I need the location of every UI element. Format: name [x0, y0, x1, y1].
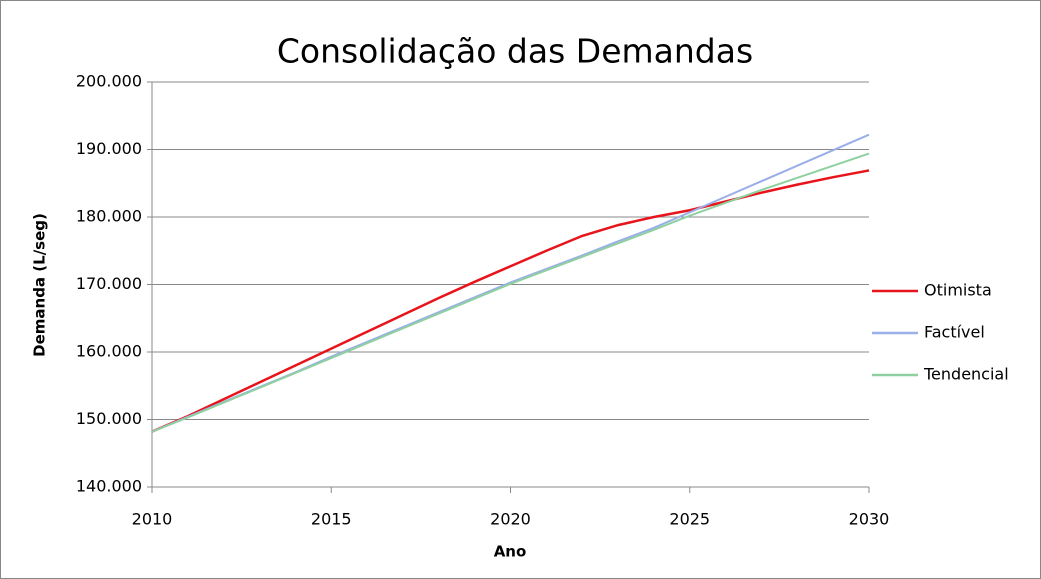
series-line	[151, 169, 870, 433]
legend-label: Otimista	[924, 281, 992, 300]
series-line	[151, 152, 870, 433]
legend-label: Factível	[924, 323, 985, 342]
y-tick-label: 150.000	[76, 409, 142, 428]
y-tick-label: 170.000	[76, 274, 142, 293]
x-tick-label: 2025	[669, 510, 710, 529]
x-tick-label: 2030	[849, 510, 890, 529]
x-tick-label: 2010	[132, 510, 173, 529]
y-tick-label: 190.000	[76, 139, 142, 158]
x-axis-title: Ano	[494, 543, 527, 561]
y-tick-label: 140.000	[76, 477, 142, 496]
x-tick-label: 2015	[311, 510, 352, 529]
chart-title: Consolidação das Demandas	[277, 32, 753, 71]
y-tick-label: 180.000	[76, 207, 142, 226]
x-tick-label: 2020	[490, 510, 531, 529]
y-tick-label: 200.000	[76, 72, 142, 91]
y-axis-title: Demanda (L/seg)	[31, 213, 49, 357]
y-tick-label: 160.000	[76, 342, 142, 361]
legend-label: Tendencial	[923, 365, 1009, 384]
